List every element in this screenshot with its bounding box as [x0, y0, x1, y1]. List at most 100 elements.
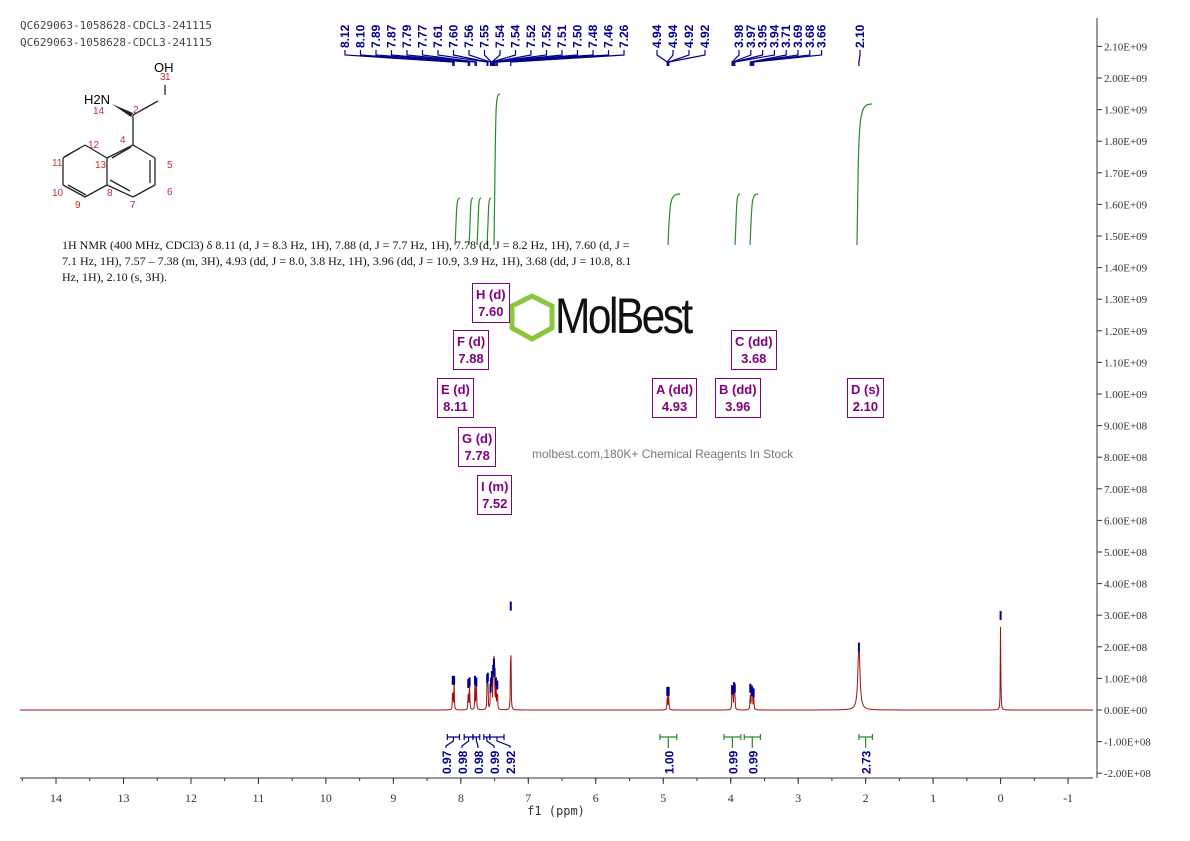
peak-connector — [734, 50, 776, 66]
peak-connector — [496, 50, 610, 66]
multiplet-shift: 7.78 — [464, 448, 490, 463]
x-tick-label: 1 — [930, 791, 936, 805]
peak-connector — [733, 50, 764, 66]
multiplet-shift: 7.60 — [478, 304, 504, 319]
integral-bracket — [723, 734, 742, 748]
multiplet-box: G (d) 7.78 — [458, 427, 497, 467]
multiplet-shift: 7.88 — [458, 351, 484, 366]
atom-number: 1 — [165, 72, 171, 83]
multiplet-box: B (dd) 3.96 — [715, 378, 761, 418]
multiplet-label: A (dd) — [656, 382, 694, 397]
atom-number: 2 — [133, 105, 139, 116]
multiplet-box: D (s) 2.10 — [847, 378, 884, 418]
peak-label: 7.26 — [617, 24, 631, 48]
peak-label: 7.54 — [493, 24, 507, 48]
peak-connector — [732, 50, 752, 66]
integral-curve — [493, 93, 501, 246]
y-tick-label: 1.60E+09 — [1104, 199, 1148, 211]
peak-label: 8.12 — [338, 24, 352, 48]
multiplet-box: C (dd) 3.68 — [731, 330, 777, 370]
integral-curve — [749, 193, 759, 246]
integral-curve — [856, 103, 873, 246]
peak-connector — [452, 50, 489, 66]
peak-connector — [668, 50, 690, 66]
multiplet-box: I (m) 7.52 — [477, 475, 513, 515]
integral-bracket — [445, 734, 461, 748]
multiplet-label: H (d) — [476, 287, 506, 302]
y-tick-label: 1.00E+09 — [1104, 389, 1148, 401]
atom-number: 3 — [160, 72, 166, 83]
peak-connector — [437, 50, 488, 66]
atom-number: 11 — [52, 158, 63, 169]
atom-number: 6 — [167, 187, 173, 198]
multiplet-shift: 4.93 — [661, 399, 688, 414]
peak-label: 7.56 — [462, 24, 476, 48]
x-tick-label: 12 — [185, 791, 197, 805]
peak-connector — [421, 50, 477, 66]
multiplet-label: G (d) — [462, 431, 493, 446]
x-axis-label: f1 (ppm) — [527, 804, 585, 818]
y-tick-label: 2.10E+09 — [1104, 41, 1148, 53]
integral-curve — [734, 193, 741, 246]
integral-bracket — [743, 734, 762, 748]
integral-value: 0.99 — [746, 750, 760, 774]
integral-value: 2.92 — [504, 750, 518, 774]
integral-value: 2.73 — [860, 750, 874, 774]
y-tick-label: 0.00E+00 — [1104, 705, 1148, 717]
integral-value: 0.98 — [456, 750, 470, 774]
peak-connector — [493, 50, 563, 66]
multiplet-label: B (dd) — [719, 382, 757, 397]
multiplet-box: F (d) 7.88 — [453, 330, 490, 370]
y-tick-label: 1.80E+09 — [1104, 136, 1148, 148]
peak-connector — [510, 50, 625, 66]
peak-label: 7.77 — [416, 24, 430, 48]
peak-connector — [493, 50, 579, 66]
x-tick-label: 4 — [728, 791, 734, 805]
multiplet-shift: 2.10 — [852, 399, 879, 414]
peak-connector — [749, 50, 787, 66]
integral-curve — [486, 197, 492, 246]
y-tick-label: 7.00E+08 — [1104, 484, 1148, 496]
y-tick-label: 1.90E+09 — [1104, 105, 1148, 117]
atom-number: 9 — [75, 200, 81, 211]
multiplet-label: D (s) — [851, 382, 880, 397]
peak-connector — [483, 50, 492, 66]
x-tick-label: -1 — [1063, 791, 1073, 805]
multiplet-label: F (d) — [457, 334, 486, 349]
peak-label: 7.87 — [385, 24, 399, 48]
peak-label: 7.48 — [586, 24, 600, 48]
peak-label: 3.69 — [791, 24, 805, 48]
nh2-label: H2N — [84, 92, 110, 107]
atom-number: 14 — [93, 106, 105, 117]
integral-value: 0.98 — [472, 750, 486, 774]
multiplet-label: C (dd) — [735, 334, 773, 349]
peak-connector — [668, 50, 706, 66]
spectrum-line — [20, 626, 1093, 711]
atom-number: 13 — [95, 160, 107, 171]
y-tick-label: 2.00E+08 — [1104, 642, 1148, 654]
molecule-structure — [62, 85, 166, 198]
y-tick-label: 1.20E+09 — [1104, 326, 1148, 338]
x-tick-label: 5 — [660, 791, 666, 805]
x-tick-label: 3 — [795, 791, 801, 805]
peak-label: 8.10 — [354, 24, 368, 48]
x-tick-label: 9 — [390, 791, 396, 805]
peak-label: 3.68 — [803, 24, 817, 48]
multiplet-shift: 7.52 — [482, 496, 508, 511]
oh-label: OH — [154, 60, 174, 75]
y-tick-label: 1.00E+08 — [1104, 673, 1148, 685]
integral-bracket — [858, 734, 874, 748]
y-tick-label: 3.00E+08 — [1104, 610, 1148, 622]
y-tick-label: 1.10E+09 — [1104, 357, 1148, 369]
atom-number: 10 — [52, 188, 64, 199]
peak-label: 7.54 — [509, 24, 523, 48]
multiplet-box: H (d) 7.60 — [472, 283, 510, 323]
integral-value: 0.97 — [440, 750, 454, 774]
peak-label: 7.60 — [447, 24, 461, 48]
peak-label: 7.50 — [571, 24, 585, 48]
y-tick-label: 6.00E+08 — [1104, 515, 1148, 527]
x-tick-label: 0 — [998, 791, 1004, 805]
peak-label: 7.61 — [431, 24, 445, 48]
peak-connector — [390, 50, 471, 66]
peak-label: 3.66 — [815, 24, 829, 48]
